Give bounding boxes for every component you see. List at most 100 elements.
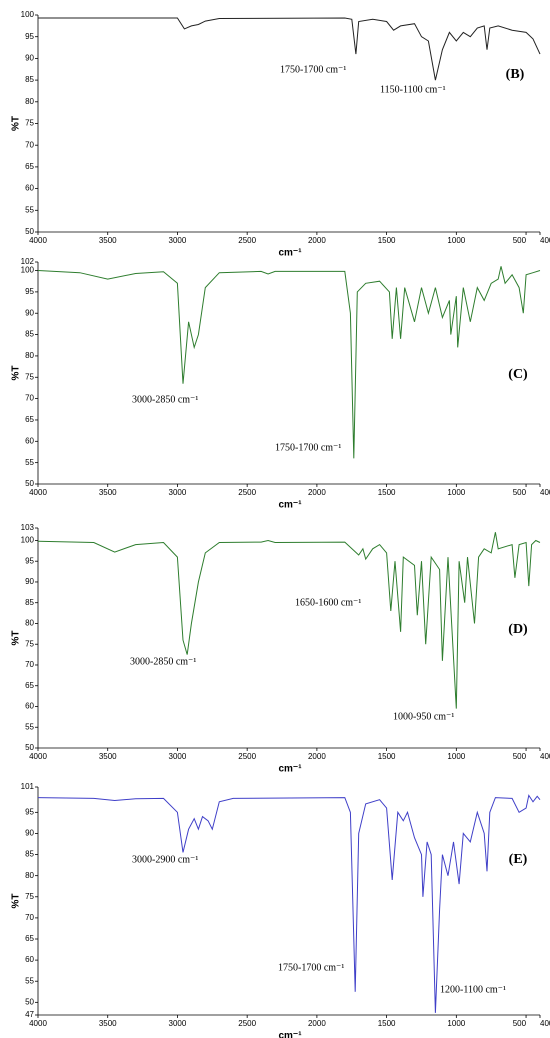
y-tick-label: 101 bbox=[21, 782, 35, 791]
y-tick-label: 100 bbox=[21, 10, 35, 19]
x-tick-label: 500 bbox=[513, 1019, 527, 1028]
y-tick-label: 70 bbox=[25, 660, 34, 669]
y-tick-label: 90 bbox=[25, 829, 34, 838]
annotation: 1200-1100 cm⁻¹ bbox=[440, 984, 506, 995]
y-tick-label: 65 bbox=[25, 934, 34, 943]
y-axis-label: %T bbox=[11, 366, 22, 381]
x-tick-label: 500 bbox=[513, 752, 527, 761]
x-tick-label: 3500 bbox=[99, 752, 117, 761]
y-tick-label: 75 bbox=[25, 372, 34, 381]
y-tick-label: 47 bbox=[25, 1010, 34, 1019]
panel-label: (E) bbox=[509, 852, 528, 867]
y-tick-label: 95 bbox=[25, 32, 34, 41]
x-tick-label: 1500 bbox=[378, 488, 396, 497]
annotation: 1150-1100 cm⁻¹ bbox=[380, 84, 446, 95]
x-tick-label: 4000 bbox=[29, 488, 47, 497]
y-tick-label: 102 bbox=[21, 257, 35, 266]
x-tick-label: 1500 bbox=[378, 236, 396, 245]
y-axis-label: %T bbox=[11, 894, 22, 909]
x-tick-label: 3500 bbox=[99, 1019, 117, 1028]
y-tick-label: 90 bbox=[25, 308, 34, 317]
x-tick-label: 4000 bbox=[29, 1019, 47, 1028]
x-tick-label: 2500 bbox=[238, 1019, 256, 1028]
x-tick-label: 3000 bbox=[169, 752, 187, 761]
x-tick-label: 2000 bbox=[308, 1019, 326, 1028]
spectrum-line bbox=[38, 17, 541, 81]
y-tick-label: 90 bbox=[25, 577, 34, 586]
x-tick-label: 2000 bbox=[308, 752, 326, 761]
x-tick-label: 2000 bbox=[308, 236, 326, 245]
x-tick-label: 3500 bbox=[99, 488, 117, 497]
y-tick-label: 70 bbox=[25, 394, 34, 403]
y-tick-label: 85 bbox=[25, 850, 34, 859]
x-tick-label: 3000 bbox=[169, 236, 187, 245]
y-tick-label: 55 bbox=[25, 722, 34, 731]
y-tick-label: 60 bbox=[25, 436, 34, 445]
panel-label: (D) bbox=[508, 622, 528, 637]
annotation: 1000-950 cm⁻¹ bbox=[393, 711, 454, 722]
annotation: 3000-2850 cm⁻¹ bbox=[132, 394, 198, 405]
x-tick-label: 1000 bbox=[447, 488, 465, 497]
x-tick-label: 400 bbox=[540, 1019, 550, 1028]
y-axis-label: %T bbox=[11, 631, 22, 646]
panel-label: (C) bbox=[508, 367, 528, 382]
y-tick-label: 103 bbox=[21, 523, 35, 532]
x-axis-label: cm⁻¹ bbox=[278, 764, 302, 775]
x-tick-label: 3000 bbox=[169, 488, 187, 497]
y-tick-label: 55 bbox=[25, 205, 34, 214]
y-tick-label: 50 bbox=[25, 997, 34, 1006]
y-tick-label: 95 bbox=[25, 287, 34, 296]
x-tick-label: 4000 bbox=[29, 752, 47, 761]
x-tick-label: 1000 bbox=[447, 236, 465, 245]
x-tick-label: 500 bbox=[513, 236, 527, 245]
annotation: 1750-1700 cm⁻¹ bbox=[278, 962, 344, 973]
y-tick-label: 50 bbox=[25, 479, 34, 488]
x-tick-label: 2000 bbox=[308, 488, 326, 497]
y-tick-label: 60 bbox=[25, 702, 34, 711]
x-tick-label: 3000 bbox=[169, 1019, 187, 1028]
y-tick-label: 95 bbox=[25, 807, 34, 816]
y-tick-label: 95 bbox=[25, 556, 34, 565]
x-axis-label: cm⁻¹ bbox=[278, 1031, 302, 1038]
x-tick-label: 4000 bbox=[29, 236, 47, 245]
x-tick-label: 3500 bbox=[99, 236, 117, 245]
y-tick-label: 50 bbox=[25, 227, 34, 236]
x-tick-label: 1000 bbox=[447, 752, 465, 761]
x-tick-label: 1000 bbox=[447, 1019, 465, 1028]
spectrum-line bbox=[37, 266, 541, 459]
x-tick-label: 400 bbox=[540, 236, 550, 245]
y-tick-label: 80 bbox=[25, 871, 34, 880]
annotation: 1750-1700 cm⁻¹ bbox=[275, 442, 341, 453]
y-tick-label: 90 bbox=[25, 54, 34, 63]
spectrum-line bbox=[37, 794, 541, 1013]
x-tick-label: 2500 bbox=[238, 488, 256, 497]
y-tick-label: 65 bbox=[25, 162, 34, 171]
y-tick-label: 80 bbox=[25, 351, 34, 360]
y-tick-label: 100 bbox=[21, 266, 35, 275]
x-tick-label: 2500 bbox=[238, 752, 256, 761]
y-tick-label: 75 bbox=[25, 119, 34, 128]
x-tick-label: 1500 bbox=[378, 1019, 396, 1028]
y-tick-label: 70 bbox=[25, 140, 34, 149]
y-tick-label: 75 bbox=[25, 892, 34, 901]
y-tick-label: 85 bbox=[25, 598, 34, 607]
x-tick-label: 400 bbox=[540, 752, 550, 761]
y-tick-label: 75 bbox=[25, 639, 34, 648]
panel-label: (B) bbox=[506, 67, 525, 82]
annotation: 3000-2900 cm⁻¹ bbox=[132, 854, 198, 865]
y-axis-label: %T bbox=[11, 116, 22, 131]
y-tick-label: 55 bbox=[25, 458, 34, 467]
y-tick-label: 55 bbox=[25, 976, 34, 985]
y-tick-label: 65 bbox=[25, 415, 34, 424]
y-tick-label: 50 bbox=[25, 743, 34, 752]
y-tick-label: 85 bbox=[25, 330, 34, 339]
x-tick-label: 1500 bbox=[378, 752, 396, 761]
y-tick-label: 60 bbox=[25, 184, 34, 193]
x-axis-label: cm⁻¹ bbox=[278, 500, 302, 511]
y-tick-label: 60 bbox=[25, 955, 34, 964]
x-tick-label: 500 bbox=[513, 488, 527, 497]
y-tick-label: 85 bbox=[25, 75, 34, 84]
y-tick-label: 80 bbox=[25, 97, 34, 106]
